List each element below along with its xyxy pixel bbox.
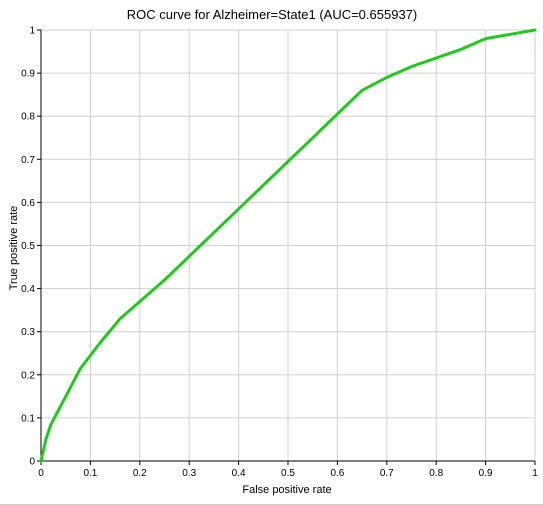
y-tick-label: 0.3: [21, 327, 35, 338]
tick-labels: 0 0.1 0.2 0.3 0.4 0.5 0.6 0.7 0.8 0.9 1 0 0.1 0.2 0.3 0…: [21, 26, 538, 480]
series-layer: [39, 28, 537, 463]
x-tick-label: 0.6: [330, 468, 344, 479]
y-tick-label: 0.6: [21, 198, 35, 209]
y-tick-label: 0.2: [21, 370, 35, 381]
x-tick-label: 0: [38, 468, 44, 479]
y-tick-label: 0.4: [21, 284, 35, 295]
x-tick-label: 0.7: [380, 468, 394, 479]
axes: [37, 29, 536, 465]
x-tick-label: 0.4: [232, 468, 246, 479]
y-tick-label: 0.5: [21, 241, 35, 252]
x-tick-label: 0.5: [281, 468, 295, 479]
x-tick-label: 0.9: [479, 468, 493, 479]
y-axis-label: True positive rate: [8, 206, 20, 291]
chart-title: ROC curve for Alzheimer=State1 (AUC=0.65…: [127, 7, 417, 22]
roc-curve-line: [39, 28, 537, 463]
y-tick-label: 0.9: [21, 69, 35, 80]
x-tick-label: 0.8: [429, 468, 443, 479]
y-tick-label: 0.8: [21, 112, 35, 123]
x-axis-label: False positive rate: [242, 484, 331, 496]
x-tick-label: 0.1: [83, 468, 97, 479]
y-tick-label: 0.1: [21, 413, 35, 424]
x-tick-label: 0.2: [133, 468, 147, 479]
x-tick-label: 0.3: [182, 468, 196, 479]
y-tick-label: 1: [29, 26, 35, 37]
grid-lines: [40, 29, 536, 462]
y-tick-label: 0.7: [21, 155, 35, 166]
y-tick-label: 0: [29, 457, 35, 468]
x-tick-label: 1: [532, 468, 538, 479]
